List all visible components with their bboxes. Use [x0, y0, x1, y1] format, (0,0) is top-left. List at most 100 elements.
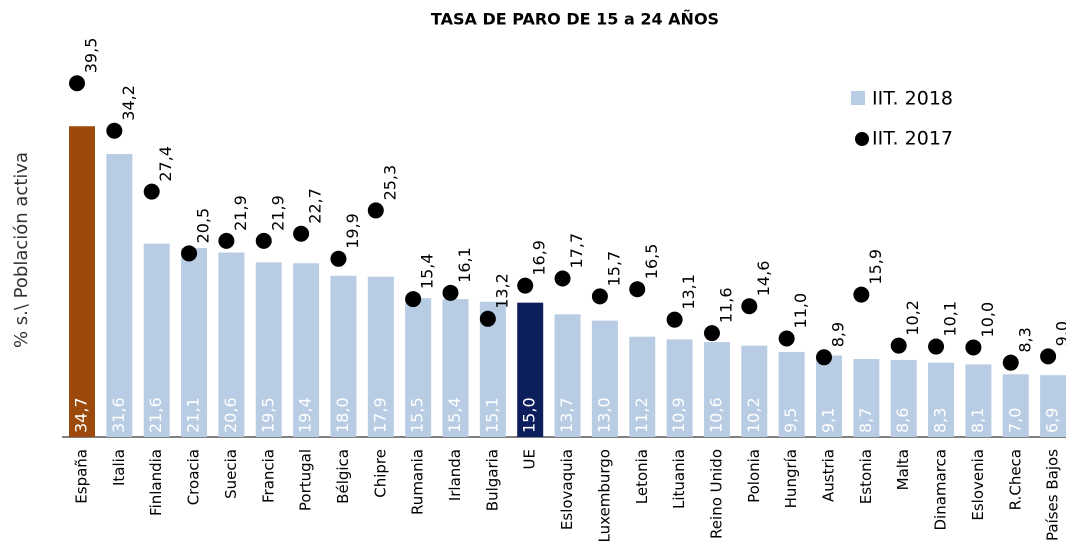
dot-value-label: 8,3 [1015, 327, 1034, 352]
dot-value-label: 17,7 [567, 233, 586, 269]
dot [143, 183, 160, 200]
bar-value-label: 15,5 [408, 397, 427, 433]
dot-value-label: 16,5 [642, 244, 661, 280]
x-tick-label: Reino Unido [707, 449, 725, 539]
bar [405, 298, 432, 437]
bar [69, 126, 95, 438]
bar [517, 302, 544, 437]
bar-value-label: 21,1 [184, 397, 203, 433]
x-tick-label: España [73, 449, 91, 504]
dot [479, 310, 496, 327]
x-tick-label: Irlanda [446, 449, 464, 501]
dot [1040, 348, 1057, 365]
bar-value-label: 15,1 [482, 397, 501, 433]
x-tick-label: Estonia [857, 449, 875, 504]
x-tick-label: Dinamarca [932, 449, 950, 531]
dot-value-label: 15,7 [604, 251, 623, 287]
dot [106, 122, 123, 139]
bar [741, 345, 768, 437]
dot-value-label: 22,7 [306, 188, 325, 224]
dot [928, 338, 945, 355]
x-tick-label: Bélgica [334, 449, 352, 504]
legend-swatch [851, 91, 865, 105]
bar [255, 262, 282, 437]
dot-value-label: 10,1 [941, 301, 960, 337]
x-tick-label: Polonia [745, 449, 763, 503]
dot-value-label: 25,3 [380, 165, 399, 201]
dot [442, 284, 459, 301]
chart-title: TASA DE PARO DE 15 a 24 AÑOS [431, 10, 719, 29]
bar [442, 299, 469, 437]
dot-value-label: 13,2 [492, 273, 511, 309]
y-axis-label: % s.\ Población activa [11, 152, 32, 348]
bar-value-label: 19,4 [296, 397, 315, 433]
bar [1002, 374, 1029, 437]
bar [965, 364, 992, 437]
dot-value-label: 21,9 [231, 195, 250, 231]
dot [218, 232, 235, 249]
dot [293, 225, 310, 242]
bar-value-label: 7,0 [1005, 408, 1024, 433]
bar [181, 248, 208, 437]
dot [965, 339, 982, 356]
bar [666, 339, 693, 437]
x-tick-label: Portugal [297, 449, 315, 511]
x-tick-label: Lituania [670, 449, 688, 509]
dot-value-label: 15,4 [418, 253, 437, 289]
dot-value-label: 10,2 [903, 300, 922, 336]
x-tick-label: Finlandia [147, 449, 165, 516]
bar-value-label: 18,0 [333, 397, 352, 433]
dot-value-label: 13,1 [679, 274, 698, 310]
dot [666, 311, 683, 328]
dot [591, 288, 608, 305]
dot [741, 298, 758, 315]
dot-value-label: 16,9 [530, 240, 549, 276]
bar-value-label: 6,9 [1043, 408, 1062, 433]
dot-value-label: 19,9 [343, 213, 362, 249]
dot-value-label: 27,4 [156, 146, 175, 182]
dot [1002, 354, 1019, 371]
bar-value-label: 11,2 [632, 397, 651, 433]
bar-value-label: 9,1 [819, 408, 838, 433]
dot [69, 75, 85, 92]
bar [591, 320, 618, 437]
bar [703, 342, 730, 437]
x-tick-label: Italia [110, 449, 128, 486]
dot [629, 281, 646, 298]
dot-value-label: 39,5 [82, 38, 101, 74]
bar [1040, 375, 1066, 437]
bar-value-label: 19,5 [258, 397, 277, 433]
dot-value-label: 20,5 [194, 208, 213, 244]
dot [405, 291, 422, 308]
dot-value-label: 34,2 [119, 85, 138, 121]
bar-value-label: 34,7 [72, 397, 91, 433]
x-tick-label: Rumania [409, 449, 427, 515]
bar-value-label: 20,6 [221, 397, 240, 433]
bar-value-label: 8,6 [893, 408, 912, 433]
dot [367, 202, 384, 219]
legend-label: IIT. 2017 [872, 128, 953, 150]
dot [181, 245, 198, 262]
dot-value-label: 8,9 [829, 322, 848, 347]
bar-value-label: 13,0 [594, 397, 613, 433]
bar [367, 276, 394, 437]
dot [554, 270, 571, 287]
bar [106, 154, 133, 437]
bar-value-label: 9,5 [781, 408, 800, 433]
dot-value-label: 11,6 [716, 287, 735, 323]
dot-value-label: 10,0 [978, 302, 997, 338]
bar [816, 355, 842, 437]
bar [143, 243, 170, 437]
bar-value-label: 10,2 [744, 397, 763, 433]
bar-value-label: 10,6 [706, 397, 725, 433]
bar-value-label: 8,1 [968, 408, 987, 433]
x-tick-label: Eslovaquia [558, 449, 576, 530]
dot [853, 286, 870, 303]
dot [816, 349, 832, 366]
bar [890, 359, 917, 437]
bar-value-label: 15,4 [445, 397, 464, 433]
x-tick-label: Austria [820, 449, 838, 502]
dot [517, 277, 534, 294]
